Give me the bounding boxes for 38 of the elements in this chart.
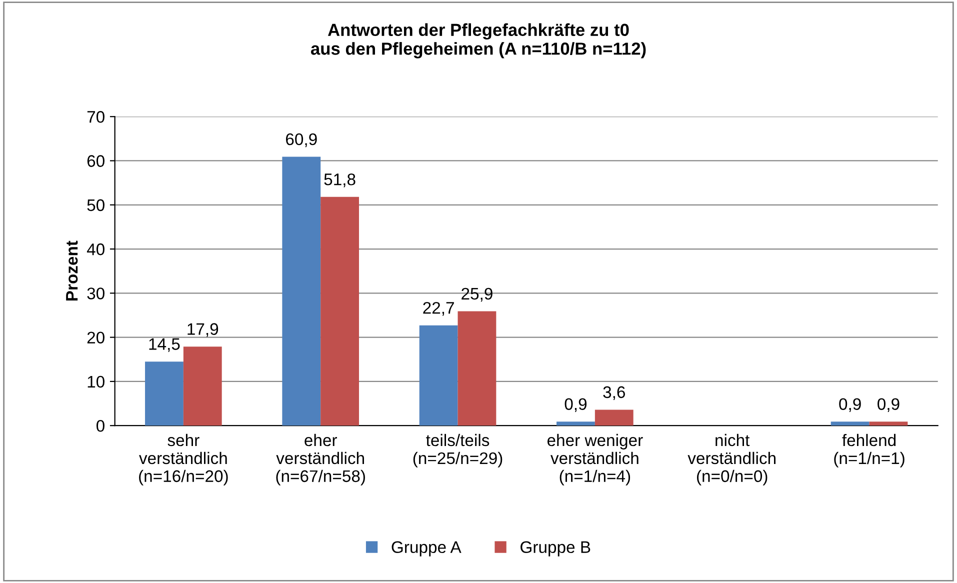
bar [320, 196, 360, 426]
x-tick-label: eher verständlich (n=67/n=58) [276, 434, 365, 486]
y-tick-label: 30 [87, 288, 104, 300]
bar [458, 311, 496, 426]
y-tick-label: 60 [87, 155, 104, 167]
y-tick-label: 50 [87, 199, 104, 212]
data-label: 3,6 [603, 386, 625, 400]
data-label: 25,9 [462, 288, 492, 302]
data-label: 0,9 [878, 398, 900, 412]
y-tick-label: 10 [88, 376, 104, 388]
bar [594, 410, 634, 426]
bar [556, 422, 595, 426]
chart-title: Antworten der Pflegefachkräfte zu t0 aus den Pflegeheimen (A n=110/B n=112) [310, 23, 646, 58]
y-tick-label: 0 [96, 420, 104, 432]
y-tick-label: 20 [87, 332, 104, 344]
x-tick-label: teils/teils (n=25/n=29) [413, 434, 502, 468]
bar [282, 156, 321, 426]
data-label: 60,9 [286, 133, 317, 148]
data-label: 14,5 [149, 338, 180, 352]
legend-label: Gruppe A [392, 541, 462, 556]
x-tick-label: nicht verständlich (n=0/n=0) [688, 434, 776, 486]
bar [830, 422, 870, 426]
y-tick-label: 70 [87, 111, 104, 123]
data-label: 0,9 [564, 398, 587, 412]
legend-label: Gruppe B [520, 541, 590, 556]
bar [869, 422, 908, 426]
bar [183, 346, 222, 426]
x-tick-label: fehlend (n=1/n=1) [834, 434, 904, 468]
bar [419, 325, 458, 426]
data-label: 17,9 [188, 323, 218, 337]
y-axis-title: Prozent [66, 240, 78, 301]
x-tick-label: sehr verständlich (n=16/n=20) [139, 434, 228, 486]
x-tick-label: eher weniger verständlich (n=1/n=4) [547, 434, 643, 486]
data-label: 0,9 [839, 398, 861, 412]
bar [145, 362, 184, 426]
data-label: 51,8 [324, 174, 356, 188]
data-label: 22,7 [423, 302, 454, 316]
y-tick-label: 40 [86, 243, 104, 256]
